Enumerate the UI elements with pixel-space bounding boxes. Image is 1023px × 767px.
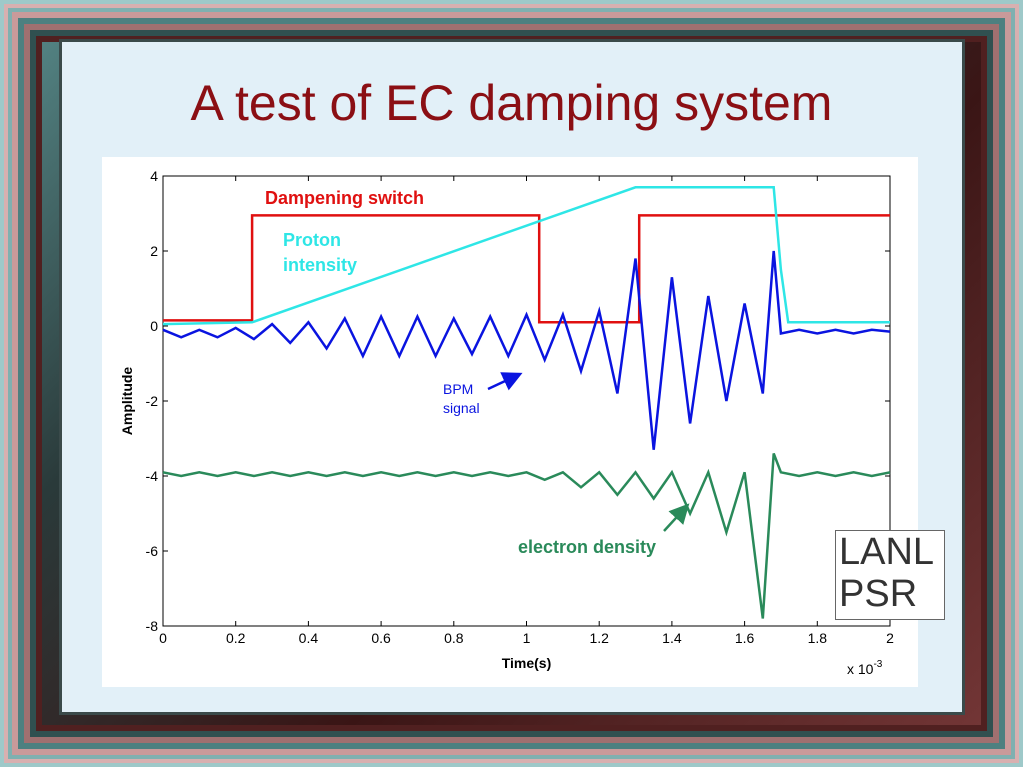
annotation-arrow — [487, 372, 523, 391]
y-tick-label: 0 — [150, 318, 158, 334]
x-scale-exponent: -3 — [873, 659, 882, 670]
y-tick-label: -8 — [146, 618, 159, 634]
series-line — [162, 250, 891, 450]
series-annotation: Proton intensity — [283, 230, 358, 275]
x-tick-label: 0.4 — [299, 630, 319, 646]
y-tick-label: -4 — [146, 468, 159, 484]
series-line — [163, 214, 890, 324]
series-line — [162, 186, 890, 326]
annotation-arrow — [663, 503, 690, 532]
x-tick-label: 0.8 — [444, 630, 464, 646]
y-tick-label: -2 — [146, 393, 159, 409]
chart: -8 -6 -4 -2 0 2 4 0 0.2 0.4 0.6 0.8 1 1.2 1.4 1.6 1.8 2 Ti… — [119, 168, 894, 677]
series-annotation: Dampening switch — [265, 188, 425, 208]
chart-area: -8 -6 -4 -2 0 2 4 0 0.2 0.4 0.6 0.8 1 1.2 1.4 1.6 1.8 2 Ti… — [102, 157, 918, 687]
slide-title: A test of EC damping system — [190, 75, 833, 131]
series-annotation: electron density — [518, 537, 657, 557]
x-tick-label: 1 — [523, 630, 531, 646]
x-axis-label: Time(s) — [502, 655, 552, 671]
badge: LANL PSR — [835, 530, 945, 620]
y-tick-label: -6 — [146, 543, 159, 559]
series-line — [162, 453, 891, 619]
y-tick-label: 2 — [150, 243, 158, 259]
y-tick-label: 4 — [150, 168, 158, 184]
x-tick-label: 0.6 — [371, 630, 391, 646]
x-scale-base: x 10 — [847, 661, 874, 677]
x-tick-label: 2 — [886, 630, 894, 646]
y-axis-label: Amplitude — [119, 367, 135, 436]
x-tick-label: 1.6 — [735, 630, 755, 646]
x-scale-label: x 10-3 — [847, 659, 883, 677]
x-tick-label: 0 — [159, 630, 167, 646]
series-annotation: BPM signal — [443, 381, 480, 416]
x-tick-label: 1.8 — [808, 630, 828, 646]
x-tick-label: 1.4 — [662, 630, 682, 646]
x-tick-label: 0.2 — [226, 630, 246, 646]
x-tick-label: 1.2 — [589, 630, 609, 646]
